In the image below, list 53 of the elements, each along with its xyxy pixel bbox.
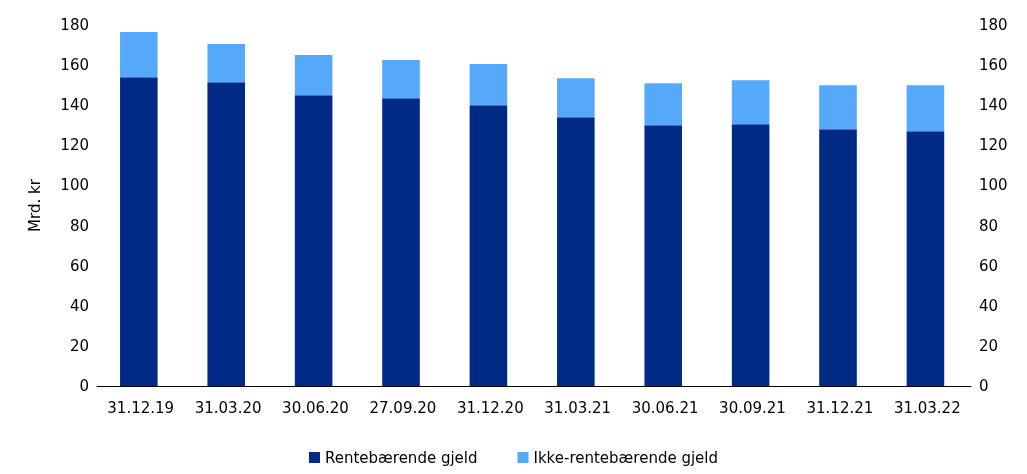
x-tick-label: 30.06.21 <box>631 398 699 417</box>
y-tick-label: 80 <box>69 216 89 235</box>
bar <box>294 95 333 386</box>
x-tick-label: 31.12.21 <box>806 398 874 417</box>
y2-tick-label: 140 <box>979 96 1008 115</box>
legend-label: Ikke-rentebærende gjeld <box>533 448 719 467</box>
y2-tick-label: 80 <box>979 216 999 235</box>
bar <box>207 82 246 386</box>
bar <box>819 129 857 386</box>
y-tick-label: 180 <box>60 16 89 34</box>
legend-label: Rentebærende gjeld <box>324 448 478 467</box>
y-tick-label: 140 <box>60 96 89 115</box>
x-tick-label: 31.03.22 <box>893 398 961 417</box>
bar <box>382 60 420 99</box>
y-axis-title: Mrd. kr <box>25 178 44 232</box>
bar <box>557 78 595 118</box>
bar <box>644 125 683 386</box>
bar <box>731 124 770 386</box>
bar <box>906 131 945 386</box>
y-tick-label: 100 <box>60 176 89 195</box>
y2-tick-label: 20 <box>979 336 999 355</box>
y-tick-label: 160 <box>60 56 89 75</box>
bar <box>469 64 508 106</box>
y-tick-label: 20 <box>69 336 89 355</box>
y2-tick-label: 0 <box>979 377 989 395</box>
bar <box>120 32 158 78</box>
x-tick-label: 31.03.21 <box>544 398 612 417</box>
bar <box>731 80 770 125</box>
y2-tick-label: 100 <box>979 176 1008 195</box>
bar <box>294 55 333 96</box>
bar <box>819 85 857 130</box>
y2-tick-label: 180 <box>979 16 1008 34</box>
x-tick-label: 27.09.20 <box>369 398 437 417</box>
y-tick-label: 40 <box>69 296 89 315</box>
bar <box>382 98 420 386</box>
bar <box>469 105 508 386</box>
y-tick-label: 60 <box>69 256 89 275</box>
bar <box>557 117 595 386</box>
y2-tick-label: 40 <box>979 296 999 315</box>
x-tick-label: 30.06.20 <box>282 398 349 417</box>
y2-tick-label: 160 <box>979 56 1008 75</box>
y2-tick-label: 60 <box>979 256 999 275</box>
x-tick-label: 31.03.20 <box>194 398 262 417</box>
x-tick-label: 30.09.21 <box>719 398 786 417</box>
bar <box>207 44 246 83</box>
bar <box>120 77 158 386</box>
x-tick-label: 31.12.20 <box>456 398 524 417</box>
y-tick-label: 0 <box>79 377 89 395</box>
bar <box>644 83 683 126</box>
y2-tick-label: 120 <box>979 136 1008 155</box>
y-tick-label: 120 <box>60 136 89 155</box>
bar <box>906 85 945 132</box>
x-tick-label: 31.12.19 <box>107 398 175 417</box>
